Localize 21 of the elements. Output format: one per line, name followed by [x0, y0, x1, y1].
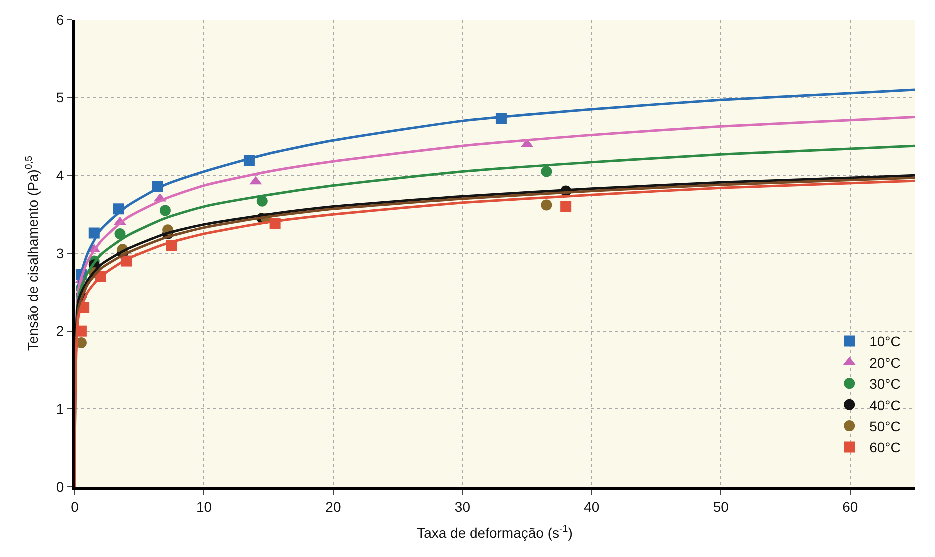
x-tick-label: 30	[454, 498, 471, 515]
x-tick-label: 0	[71, 498, 80, 515]
y-tick-label: 4	[56, 168, 64, 184]
x-tick-label: 40	[584, 498, 600, 515]
y-tick-label: 0	[56, 478, 64, 495]
legend-label: 20°C	[870, 354, 901, 371]
legend-label: 40°C	[870, 397, 901, 414]
y-tick-label: 3	[56, 245, 64, 262]
y-tick-label: 1	[56, 401, 64, 418]
x-axis-title: Taxa de deformação (s$^{-1}$)	[417, 524, 573, 542]
legend-label: 60°C	[870, 440, 901, 456]
y-tick-label: 6	[56, 12, 64, 28]
x-tick-label: 60	[842, 498, 858, 515]
y-tick-label: 2	[56, 323, 64, 340]
x-tick-label: 50	[713, 498, 730, 515]
x-tick-label: 20	[326, 498, 342, 515]
legend-label: 50°C	[870, 418, 901, 435]
legend-label: 30°C	[870, 376, 901, 392]
y-tick-label: 5	[56, 90, 64, 106]
legend-label: 10°C	[870, 334, 901, 350]
x-tick-label: 10	[196, 498, 212, 515]
